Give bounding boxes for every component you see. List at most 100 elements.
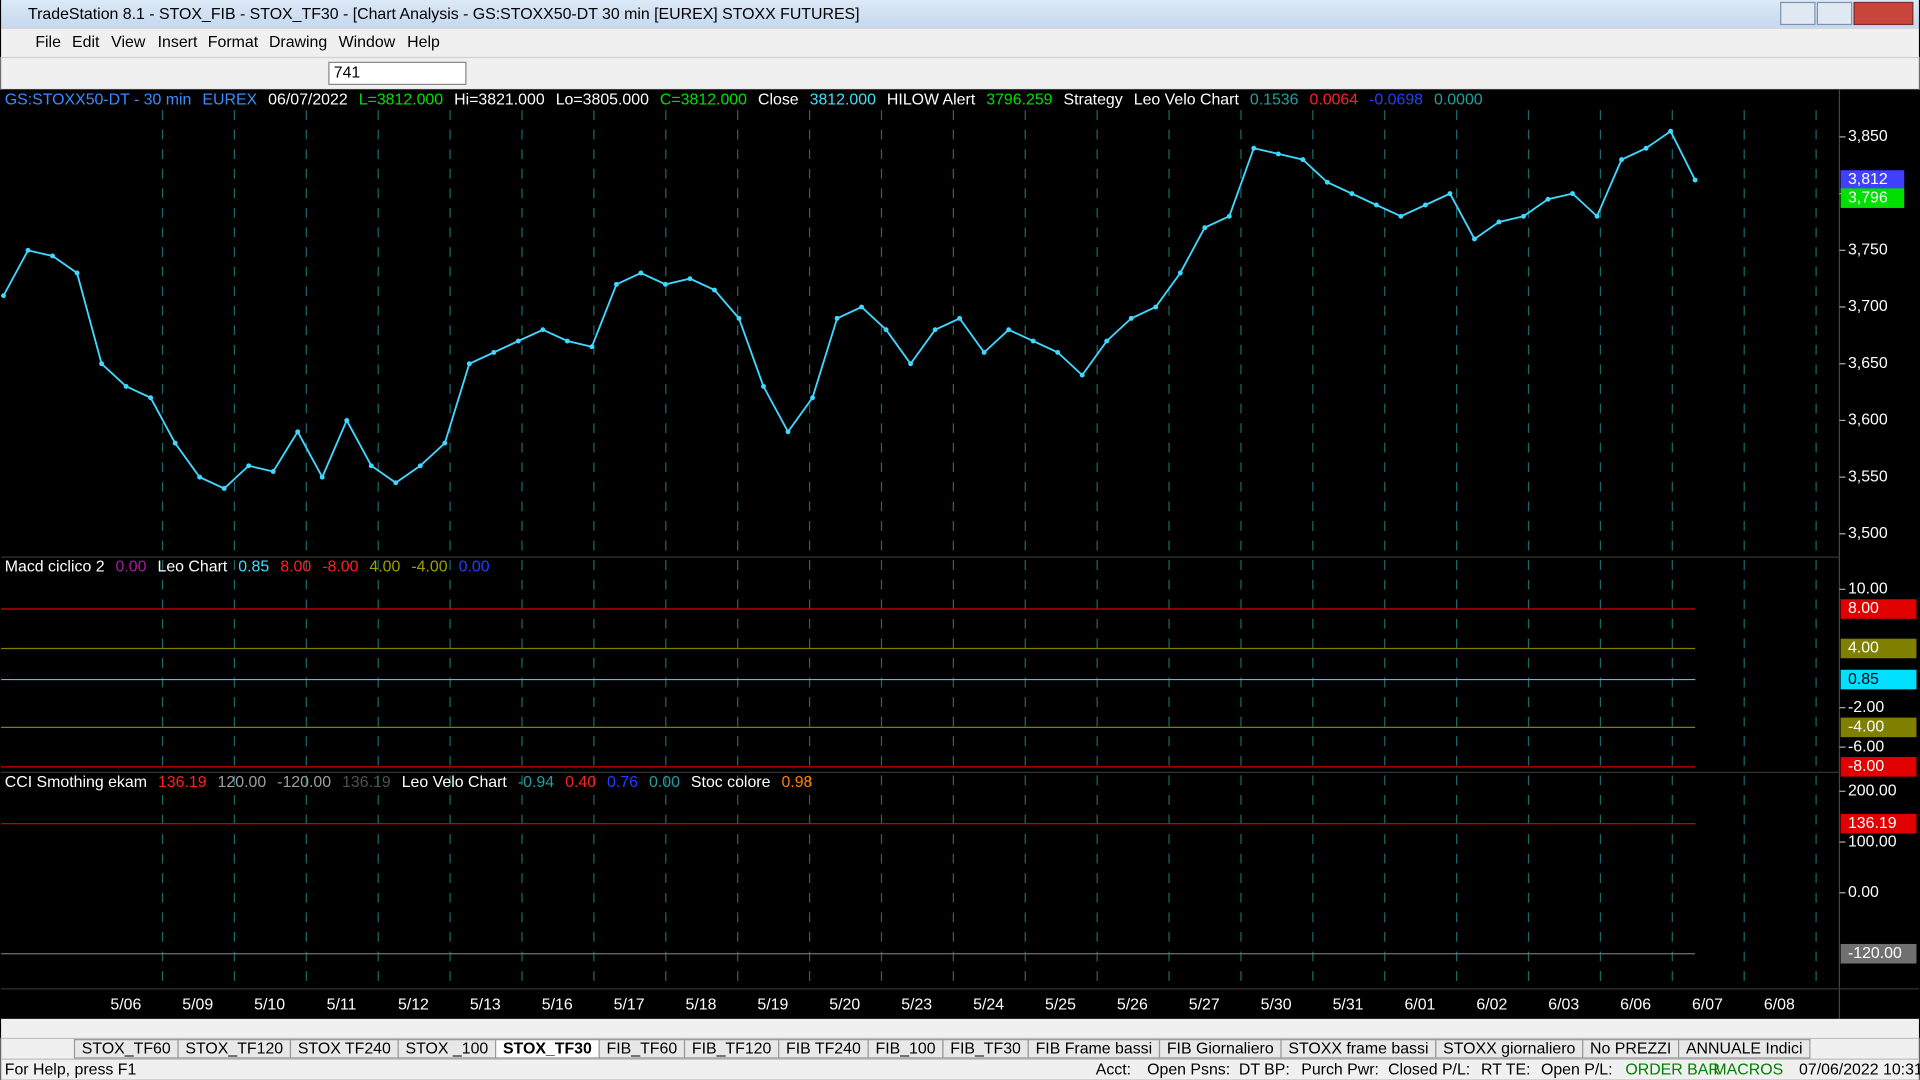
status-field: Purch Pwr: <box>1301 1061 1379 1078</box>
price-point <box>319 474 325 480</box>
price-point <box>834 315 840 321</box>
panel-header-text: Leo Velo Chart <box>402 774 508 791</box>
y-tick-label: 3,600 <box>1848 412 1888 429</box>
menu-item[interactable]: Edit <box>72 34 100 51</box>
x-tick-label: 5/16 <box>542 997 573 1014</box>
panel-header-text: 4.00 <box>369 559 400 576</box>
price-point <box>564 338 570 344</box>
price-point <box>1496 219 1502 225</box>
x-tick-label: 5/19 <box>757 997 788 1014</box>
sheet-tab-label: STOXX giornaliero <box>1443 1041 1575 1058</box>
panel-header-text: 0.85 <box>238 559 269 576</box>
tick-label-box <box>1840 813 1917 834</box>
sheet-tab-label: FIB Giornaliero <box>1167 1041 1274 1058</box>
panel-header-text: -4.00 <box>411 559 447 576</box>
scrollbar[interactable] <box>1 1018 1919 1039</box>
title-bar <box>1 0 1919 29</box>
panel-header-text: EUREX <box>202 91 257 108</box>
panel-header-text: HILOW Alert <box>887 91 976 108</box>
price-point <box>1545 196 1551 202</box>
panel-header-text: C=3812.000 <box>660 91 747 108</box>
y-tick-label: 10.00 <box>1848 581 1888 598</box>
status-bar <box>0 1058 1920 1080</box>
close-button[interactable] <box>1853 1 1914 26</box>
price-point <box>197 474 203 480</box>
tick-label-box <box>1840 638 1917 659</box>
price-point <box>908 361 914 367</box>
x-tick-label: 5/17 <box>614 997 645 1014</box>
panel-header-text: Strategy <box>1064 91 1123 108</box>
y-tick-label: 0.85 <box>1848 671 1879 688</box>
price-point <box>957 315 963 321</box>
status-field: Acct: <box>1096 1061 1131 1078</box>
tick-label-box <box>1840 943 1917 964</box>
price-point <box>368 463 374 469</box>
y-tick-label: -120.00 <box>1848 945 1902 962</box>
x-tick-label: 6/07 <box>1692 997 1723 1014</box>
y-tick-label: 3,750 <box>1848 242 1888 259</box>
menu-item[interactable]: Help <box>407 34 440 51</box>
price-point <box>344 417 350 423</box>
menu-item[interactable]: Insert <box>158 34 198 51</box>
panel-header-text: 0.40 <box>565 774 596 791</box>
x-tick-label: 5/10 <box>254 997 285 1014</box>
maximize-button[interactable] <box>1816 1 1853 26</box>
y-tick-label: 3,650 <box>1848 355 1888 372</box>
y-tick-label: -4.00 <box>1848 719 1884 736</box>
price-point <box>687 276 693 282</box>
panel-header-text: 0.0064 <box>1310 91 1359 108</box>
sheet-tab[interactable] <box>1678 1039 1811 1059</box>
price-point <box>1643 145 1649 151</box>
panel-header-text: 3796.259 <box>986 91 1052 108</box>
price-point <box>1251 145 1257 151</box>
x-tick-label: 5/30 <box>1261 997 1292 1014</box>
x-tick-label: 6/03 <box>1548 997 1579 1014</box>
x-tick-label: 5/20 <box>829 997 860 1014</box>
price-line <box>2 129 1696 490</box>
price-point <box>1128 315 1134 321</box>
tick-label-box <box>1840 599 1917 619</box>
chart-area <box>1 89 1919 1019</box>
price-point <box>932 327 938 333</box>
menu-item[interactable]: Window <box>339 34 396 51</box>
status-field: Open Psns: <box>1147 1061 1230 1078</box>
minimize-button[interactable] <box>1780 1 1816 26</box>
price-point <box>638 270 644 276</box>
price-point <box>1349 191 1355 197</box>
status-help: For Help, press F1 <box>5 1061 137 1078</box>
panel-header-text: CCI Smothing ekam <box>5 774 147 791</box>
x-tick-label: 6/06 <box>1620 997 1651 1014</box>
menu-item[interactable]: File <box>35 34 61 51</box>
y-tick-label: 3,500 <box>1848 525 1888 542</box>
price-point <box>1521 213 1526 219</box>
panel-header-text: GS:STOXX50-DT - 30 min <box>5 91 192 108</box>
price-point <box>1275 151 1281 157</box>
price-point <box>1153 304 1159 310</box>
sheet-tab-label: FIB_100 <box>875 1041 935 1058</box>
menu-item[interactable]: Drawing <box>269 34 327 51</box>
price-point <box>74 270 80 276</box>
sheet-tab-label: ANNUALE Indici <box>1686 1041 1803 1058</box>
sheet-tab-label: FIB_TF60 <box>607 1041 678 1058</box>
sheet-tab-label: FIB TF240 <box>786 1041 861 1058</box>
price-point <box>25 247 31 253</box>
x-tick-label: 5/13 <box>470 997 501 1014</box>
y-tick-label: 4.00 <box>1848 640 1879 657</box>
panel-header-text: L=3812.000 <box>359 91 444 108</box>
menu-item[interactable]: Format <box>208 34 259 51</box>
price-point <box>148 395 154 401</box>
status-field: ORDER BAR <box>1625 1061 1719 1078</box>
y-tick-label: 3,850 <box>1848 128 1888 145</box>
price-point <box>1079 372 1085 378</box>
panel-header-text: -0.94 <box>518 774 554 791</box>
price-point <box>1619 157 1624 163</box>
symbol-box[interactable] <box>328 61 467 86</box>
menu-item[interactable]: View <box>111 34 146 51</box>
sheet-tab-label: STOX _100 <box>406 1041 489 1058</box>
y-tick-label: 8.00 <box>1848 600 1879 617</box>
price-point <box>1 293 6 299</box>
price-point <box>1373 202 1379 208</box>
price-point <box>270 469 276 474</box>
status-field: Open P/L: <box>1541 1061 1613 1078</box>
price-point <box>491 349 497 355</box>
